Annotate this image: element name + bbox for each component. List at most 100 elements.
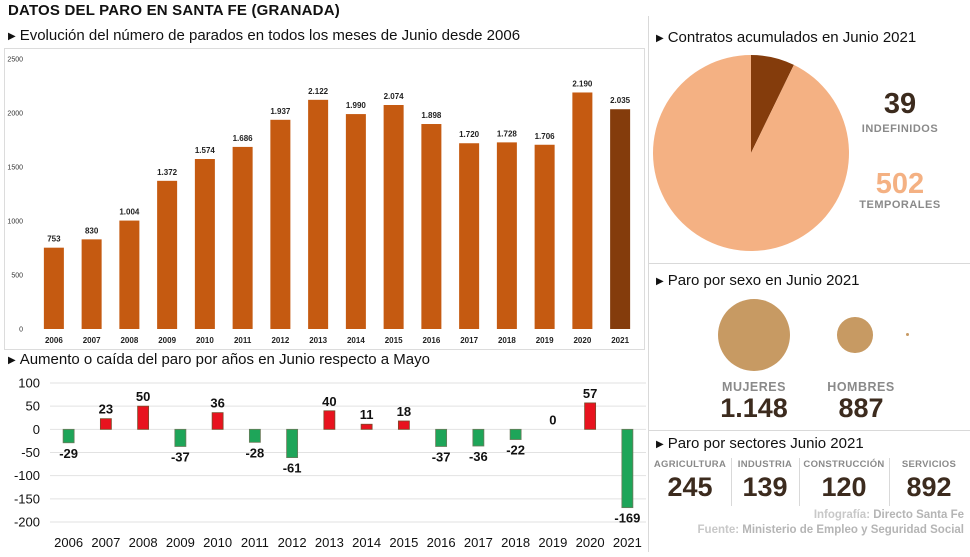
data-label: 40 (322, 394, 336, 409)
indefinidos-label: INDEFINIDOS (861, 123, 939, 135)
y-tick-label: 1500 (7, 165, 23, 172)
bar (157, 180, 178, 329)
x-tick-label: 2009 (158, 336, 176, 345)
data-label: 1.372 (157, 168, 178, 177)
x-tick-label: 2021 (611, 336, 629, 345)
bar (383, 105, 404, 329)
x-tick-label: 2018 (498, 336, 516, 345)
x-tick-label: 2013 (315, 535, 344, 550)
men-bubble (837, 317, 873, 353)
y-tick-label: -100 (14, 468, 40, 483)
sector-divider (889, 458, 890, 506)
data-label: 1.686 (233, 134, 254, 143)
gender-divider (649, 430, 970, 431)
pie-slice-indefinidos (751, 55, 794, 153)
data-label: 0 (549, 412, 556, 427)
data-label: -29 (59, 446, 78, 461)
x-tick-label: 2008 (120, 336, 138, 345)
x-tick-label: 2011 (234, 336, 252, 345)
bar (270, 119, 291, 329)
bar (397, 420, 410, 430)
sector-agricultura: AGRICULTURA 245 (652, 459, 728, 503)
x-tick-label: 2019 (538, 535, 567, 550)
x-tick-label: 2015 (385, 336, 403, 345)
contracts-divider (649, 263, 970, 264)
data-label: 1.706 (535, 132, 556, 141)
bar (119, 220, 140, 329)
column-divider (648, 16, 649, 552)
y-tick-label: 0 (33, 422, 40, 437)
x-tick-label: 2019 (536, 336, 554, 345)
bar (435, 428, 448, 447)
x-tick-label: 2020 (576, 535, 605, 550)
triangle-right-icon: ▶ (8, 355, 16, 366)
bar (584, 402, 597, 430)
bar (248, 428, 261, 443)
x-tick-label: 2007 (91, 535, 120, 550)
credits-line-1: Infografía: Directo Santa Fe (650, 509, 964, 521)
bar (286, 428, 299, 458)
tiny-dot (906, 333, 909, 336)
bar (610, 109, 631, 329)
x-tick-label: 2006 (54, 535, 83, 550)
x-tick-label: 2018 (501, 535, 530, 550)
sector-construccion: CONSTRUCCIÓN 120 (801, 459, 887, 503)
bar (472, 428, 485, 447)
bar (534, 144, 555, 329)
bar (621, 428, 634, 509)
data-label: 36 (210, 396, 224, 411)
bar (421, 124, 442, 330)
triangle-right-icon: ▶ (656, 276, 664, 287)
data-label: 2.190 (572, 79, 593, 88)
change-title-text: Aumento o caída del paro por años en Jun… (19, 351, 430, 368)
credits-line-2: Fuente: Ministerio de Empleo y Seguridad… (650, 524, 964, 536)
x-tick-label: 2014 (347, 336, 365, 345)
data-label: 753 (47, 235, 61, 244)
x-tick-label: 2016 (422, 336, 440, 345)
data-label: 830 (85, 226, 99, 235)
x-tick-label: 2016 (427, 535, 456, 550)
men-label: HOMBRES (827, 380, 895, 394)
data-label: -36 (469, 449, 488, 464)
y-tick-label: 0 (19, 327, 23, 334)
sector-servicios: SERVICIOS 892 (891, 459, 967, 503)
y-tick-label: -200 (14, 515, 40, 530)
contracts-title-text: Contratos acumulados en Junio 2021 (667, 29, 917, 46)
temporales-label: TEMPORALES (859, 199, 941, 211)
bar (137, 405, 150, 430)
bar (232, 146, 253, 329)
data-label: 1.898 (421, 111, 442, 120)
women-label: MUJERES (722, 380, 786, 394)
data-label: -22 (506, 443, 525, 458)
x-tick-label: 2015 (389, 535, 418, 550)
y-tick-label: 100 (18, 376, 40, 391)
data-label: 50 (136, 389, 150, 404)
sector-value: 139 (742, 472, 788, 502)
data-label: -28 (245, 445, 264, 460)
evolution-chart-panel: 0 500 1000 1500 2000 2500 753 2006 830 2007 1.004 2… (4, 48, 645, 350)
evolution-section-title: ▶ Evolución del número de parados en todo… (8, 27, 520, 44)
x-tick-label: 2010 (203, 535, 232, 550)
triangle-right-icon: ▶ (8, 31, 16, 42)
women-value: 1.148 (720, 393, 788, 423)
change-section-title: ▶ Aumento o caída del paro por años en Ju… (8, 351, 430, 368)
bar (308, 99, 329, 329)
credits-source: Ministerio de Empleo y Seguridad Social (742, 524, 964, 536)
bar (174, 428, 187, 447)
x-tick-label: 2011 (241, 535, 269, 550)
y-tick-label: -150 (14, 491, 40, 506)
x-tick-label: 2008 (129, 535, 158, 550)
x-tick-label: 2012 (271, 336, 289, 345)
data-label: 1.990 (346, 101, 367, 110)
evolution-title-text: Evolución del número de parados en todos… (19, 27, 521, 44)
men-value: 887 (838, 393, 884, 423)
x-tick-label: 2010 (196, 336, 214, 345)
contracts-section-title: ▶ Contratos acumulados en Junio 2021 (656, 29, 916, 46)
sector-industria: INDUSTRIA 139 (733, 459, 797, 503)
x-tick-label: 2007 (83, 336, 101, 345)
x-tick-label: 2006 (45, 336, 63, 345)
data-label: 57 (583, 386, 597, 401)
credits-source: Directo Santa Fe (873, 509, 964, 521)
data-label: -61 (283, 461, 302, 476)
data-label: 2.035 (610, 96, 631, 105)
